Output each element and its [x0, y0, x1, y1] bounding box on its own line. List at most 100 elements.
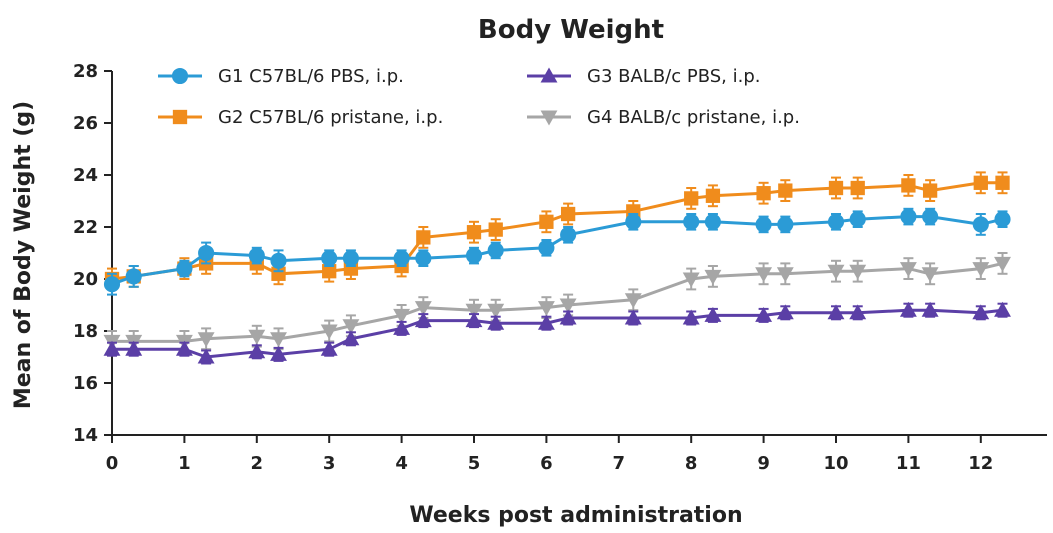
- chart-title: Body Weight: [478, 15, 664, 45]
- data-point: [125, 268, 142, 285]
- series-line: [112, 308, 1003, 359]
- data-point: [125, 340, 143, 356]
- data-point: [540, 67, 558, 83]
- legend-label: G2 C57BL/6 pristane, i.p.: [218, 107, 443, 128]
- data-point: [827, 304, 845, 320]
- data-point: [994, 301, 1011, 317]
- data-point: [625, 213, 642, 230]
- data-point: [901, 178, 916, 193]
- data-point: [465, 303, 483, 319]
- data-point: [777, 216, 794, 233]
- series-1: [103, 207, 1011, 296]
- data-point: [756, 186, 771, 201]
- data-point: [776, 267, 794, 283]
- y-tick-label: 18: [73, 321, 98, 342]
- data-point: [921, 267, 939, 283]
- data-point: [682, 272, 700, 288]
- data-point: [900, 208, 917, 225]
- data-point: [414, 312, 432, 328]
- data-point: [321, 250, 338, 267]
- x-tick-label: 7: [613, 453, 626, 474]
- data-point: [624, 293, 642, 309]
- y-tick-label: 28: [73, 61, 98, 82]
- data-point: [994, 256, 1011, 272]
- series-layer: [103, 171, 1011, 365]
- data-point: [487, 303, 505, 319]
- data-point: [320, 340, 338, 356]
- data-point: [899, 262, 917, 278]
- x-tick-label: 1: [178, 453, 191, 474]
- data-point: [827, 213, 845, 230]
- data-point: [342, 319, 360, 335]
- data-point: [828, 180, 844, 196]
- data-point: [972, 216, 989, 233]
- data-point: [704, 269, 722, 285]
- data-point: [922, 208, 939, 225]
- data-point: [415, 250, 432, 267]
- data-point: [973, 175, 988, 190]
- legend-item-3: G3 BALB/c PBS, i.p.: [527, 66, 760, 87]
- data-point: [972, 304, 990, 320]
- x-tick-label: 10: [823, 453, 848, 474]
- data-point: [198, 244, 215, 262]
- data-point: [827, 264, 845, 280]
- data-point: [921, 301, 939, 317]
- series-line: [111, 215, 1003, 286]
- y-tick-label: 24: [73, 165, 98, 186]
- data-point: [560, 206, 576, 222]
- data-point: [488, 222, 503, 237]
- y-tick-label: 26: [73, 113, 98, 134]
- data-point: [972, 262, 990, 278]
- data-point: [704, 213, 721, 230]
- data-point: [559, 309, 577, 325]
- data-point: [994, 211, 1011, 228]
- data-point: [171, 67, 189, 85]
- y-axis-label: Mean of Body Weight (g): [11, 101, 36, 409]
- data-point: [537, 314, 555, 330]
- data-point: [755, 306, 773, 322]
- data-point: [487, 314, 505, 330]
- data-point: [197, 332, 215, 348]
- data-point: [704, 306, 722, 322]
- series-line: [112, 261, 1003, 343]
- legend-label: G3 BALB/c PBS, i.p.: [587, 66, 760, 87]
- data-point: [539, 214, 554, 229]
- data-point: [248, 343, 266, 359]
- data-point: [684, 191, 699, 206]
- legend-item-1: G1 C57BL/6 PBS, i.p.: [158, 66, 404, 87]
- x-tick-label: 5: [468, 453, 481, 474]
- data-point: [755, 267, 773, 283]
- y-tick-label: 16: [73, 373, 98, 394]
- data-point: [416, 230, 431, 245]
- data-point: [466, 225, 482, 240]
- data-point: [850, 180, 865, 196]
- x-tick-label: 6: [540, 453, 553, 474]
- data-point: [393, 319, 411, 335]
- data-point: [922, 183, 938, 198]
- x-tick-label: 3: [323, 453, 336, 474]
- data-point: [103, 276, 121, 293]
- x-tick-label: 4: [395, 453, 408, 474]
- data-point: [414, 301, 432, 317]
- data-point: [995, 175, 1010, 190]
- data-point: [176, 260, 193, 277]
- x-tick-label: 11: [896, 453, 921, 474]
- data-point: [197, 348, 215, 364]
- legend: G1 C57BL/6 PBS, i.p. G2 C57BL/6 pristane,…: [158, 66, 800, 128]
- x-tick-label: 9: [757, 453, 770, 474]
- data-point: [849, 211, 866, 228]
- data-point: [322, 264, 337, 279]
- data-point: [487, 242, 504, 259]
- y-tick-label: 22: [73, 217, 98, 238]
- data-point: [849, 264, 867, 280]
- data-point: [270, 252, 287, 269]
- legend-label: G4 BALB/c pristane, i.p.: [587, 107, 800, 128]
- x-tick-label: 8: [685, 453, 698, 474]
- data-point: [342, 330, 360, 346]
- data-point: [705, 188, 721, 203]
- series-3: [103, 301, 1011, 365]
- y-tick-label: 14: [73, 425, 98, 446]
- legend-item-2: G2 C57BL/6 pristane, i.p.: [158, 107, 443, 128]
